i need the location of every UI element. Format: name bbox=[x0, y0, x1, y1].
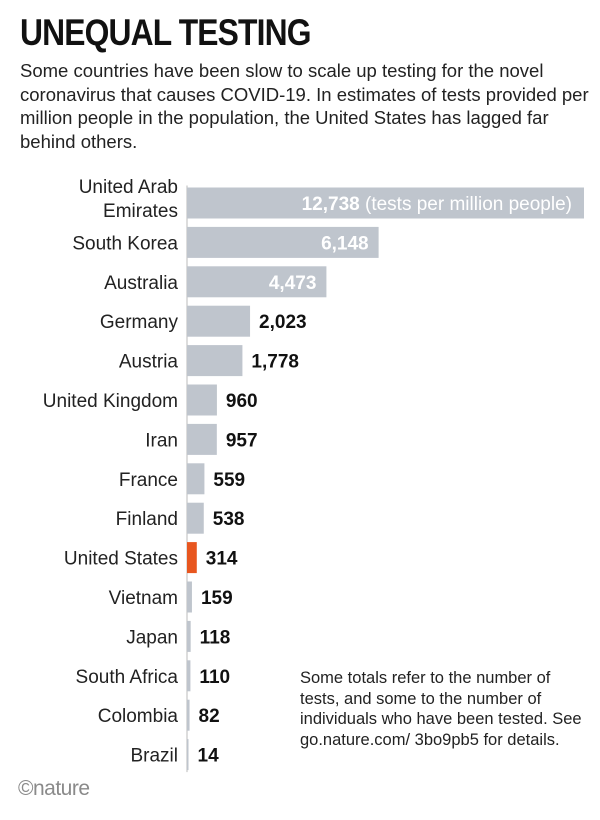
value-label: 559 bbox=[213, 470, 245, 491]
bar bbox=[187, 542, 197, 574]
value-label: 159 bbox=[201, 588, 233, 609]
value-text: 6,148 bbox=[321, 233, 369, 254]
bar bbox=[187, 226, 379, 258]
value-label: 2,023 bbox=[259, 312, 307, 333]
value-text: 118 bbox=[200, 627, 231, 648]
value-text: 314 bbox=[206, 549, 238, 570]
category-label: Finland bbox=[116, 509, 178, 530]
bar bbox=[187, 699, 190, 731]
category-label: United Kingdom bbox=[43, 391, 178, 412]
value-label: 14 bbox=[198, 746, 220, 767]
value-label: 314 bbox=[206, 549, 238, 570]
bar bbox=[187, 305, 251, 337]
value-label: 1,778 bbox=[251, 352, 299, 373]
bar bbox=[187, 345, 243, 377]
value-label: 110 bbox=[199, 667, 230, 688]
value-label: 4,473 bbox=[269, 273, 317, 294]
category-label: Brazil bbox=[130, 746, 178, 767]
value-label: 960 bbox=[226, 391, 258, 412]
value-label: 82 bbox=[199, 706, 220, 727]
unit-annotation: (tests per million people) bbox=[360, 194, 572, 215]
value-text: 12,738 bbox=[302, 194, 360, 215]
category-label: South Africa bbox=[76, 667, 179, 688]
category-label: Vietnam bbox=[109, 588, 178, 609]
value-text: 159 bbox=[201, 588, 233, 609]
bar bbox=[187, 660, 191, 692]
category-label: Germany bbox=[100, 312, 179, 333]
bar bbox=[187, 581, 192, 613]
nature-logo: ©nature bbox=[18, 777, 90, 800]
bar bbox=[187, 620, 191, 652]
value-text: 1,778 bbox=[251, 352, 299, 373]
bar bbox=[187, 423, 217, 455]
value-label: 957 bbox=[226, 430, 258, 451]
value-text: 14 bbox=[198, 746, 220, 767]
value-text: 538 bbox=[213, 509, 245, 530]
value-text: 4,473 bbox=[269, 273, 317, 294]
category-label: Japan bbox=[126, 627, 178, 648]
bar bbox=[187, 739, 189, 771]
value-label: 538 bbox=[213, 509, 245, 530]
value-text: 957 bbox=[226, 430, 258, 451]
bar bbox=[187, 502, 204, 534]
bar bbox=[187, 384, 217, 416]
value-text: 110 bbox=[199, 667, 230, 688]
bar bbox=[187, 266, 327, 298]
category-label: United Arab Emirates bbox=[79, 177, 178, 222]
category-label: Austria bbox=[119, 352, 179, 373]
category-label: South Korea bbox=[72, 233, 178, 254]
category-label-line: Emirates bbox=[103, 201, 178, 222]
category-label: Colombia bbox=[98, 706, 179, 727]
category-label-line: United Arab bbox=[79, 177, 178, 198]
chart-note: Some totals refer to the number of tests… bbox=[300, 669, 582, 749]
category-label: United States bbox=[64, 549, 178, 570]
category-label: Australia bbox=[104, 273, 178, 294]
bar-chart: United Arab Emirates 12,738 (tests per mil… bbox=[43, 177, 584, 773]
value-text: 960 bbox=[226, 391, 258, 412]
value-label: 118 bbox=[200, 627, 231, 648]
bar bbox=[187, 463, 205, 495]
chart-subtitle: Some countries have been slow to scale u… bbox=[20, 60, 589, 152]
value-label: 12,738 (tests per million people) bbox=[302, 194, 572, 215]
category-label: Iran bbox=[145, 430, 178, 451]
value-text: 559 bbox=[213, 470, 245, 491]
value-text: 2,023 bbox=[259, 312, 307, 333]
value-label: 6,148 bbox=[321, 233, 369, 254]
category-label: France bbox=[119, 470, 178, 491]
chart-title: UNEQUAL TESTING bbox=[20, 12, 311, 53]
value-text: 82 bbox=[199, 706, 220, 727]
bar bbox=[187, 187, 584, 219]
